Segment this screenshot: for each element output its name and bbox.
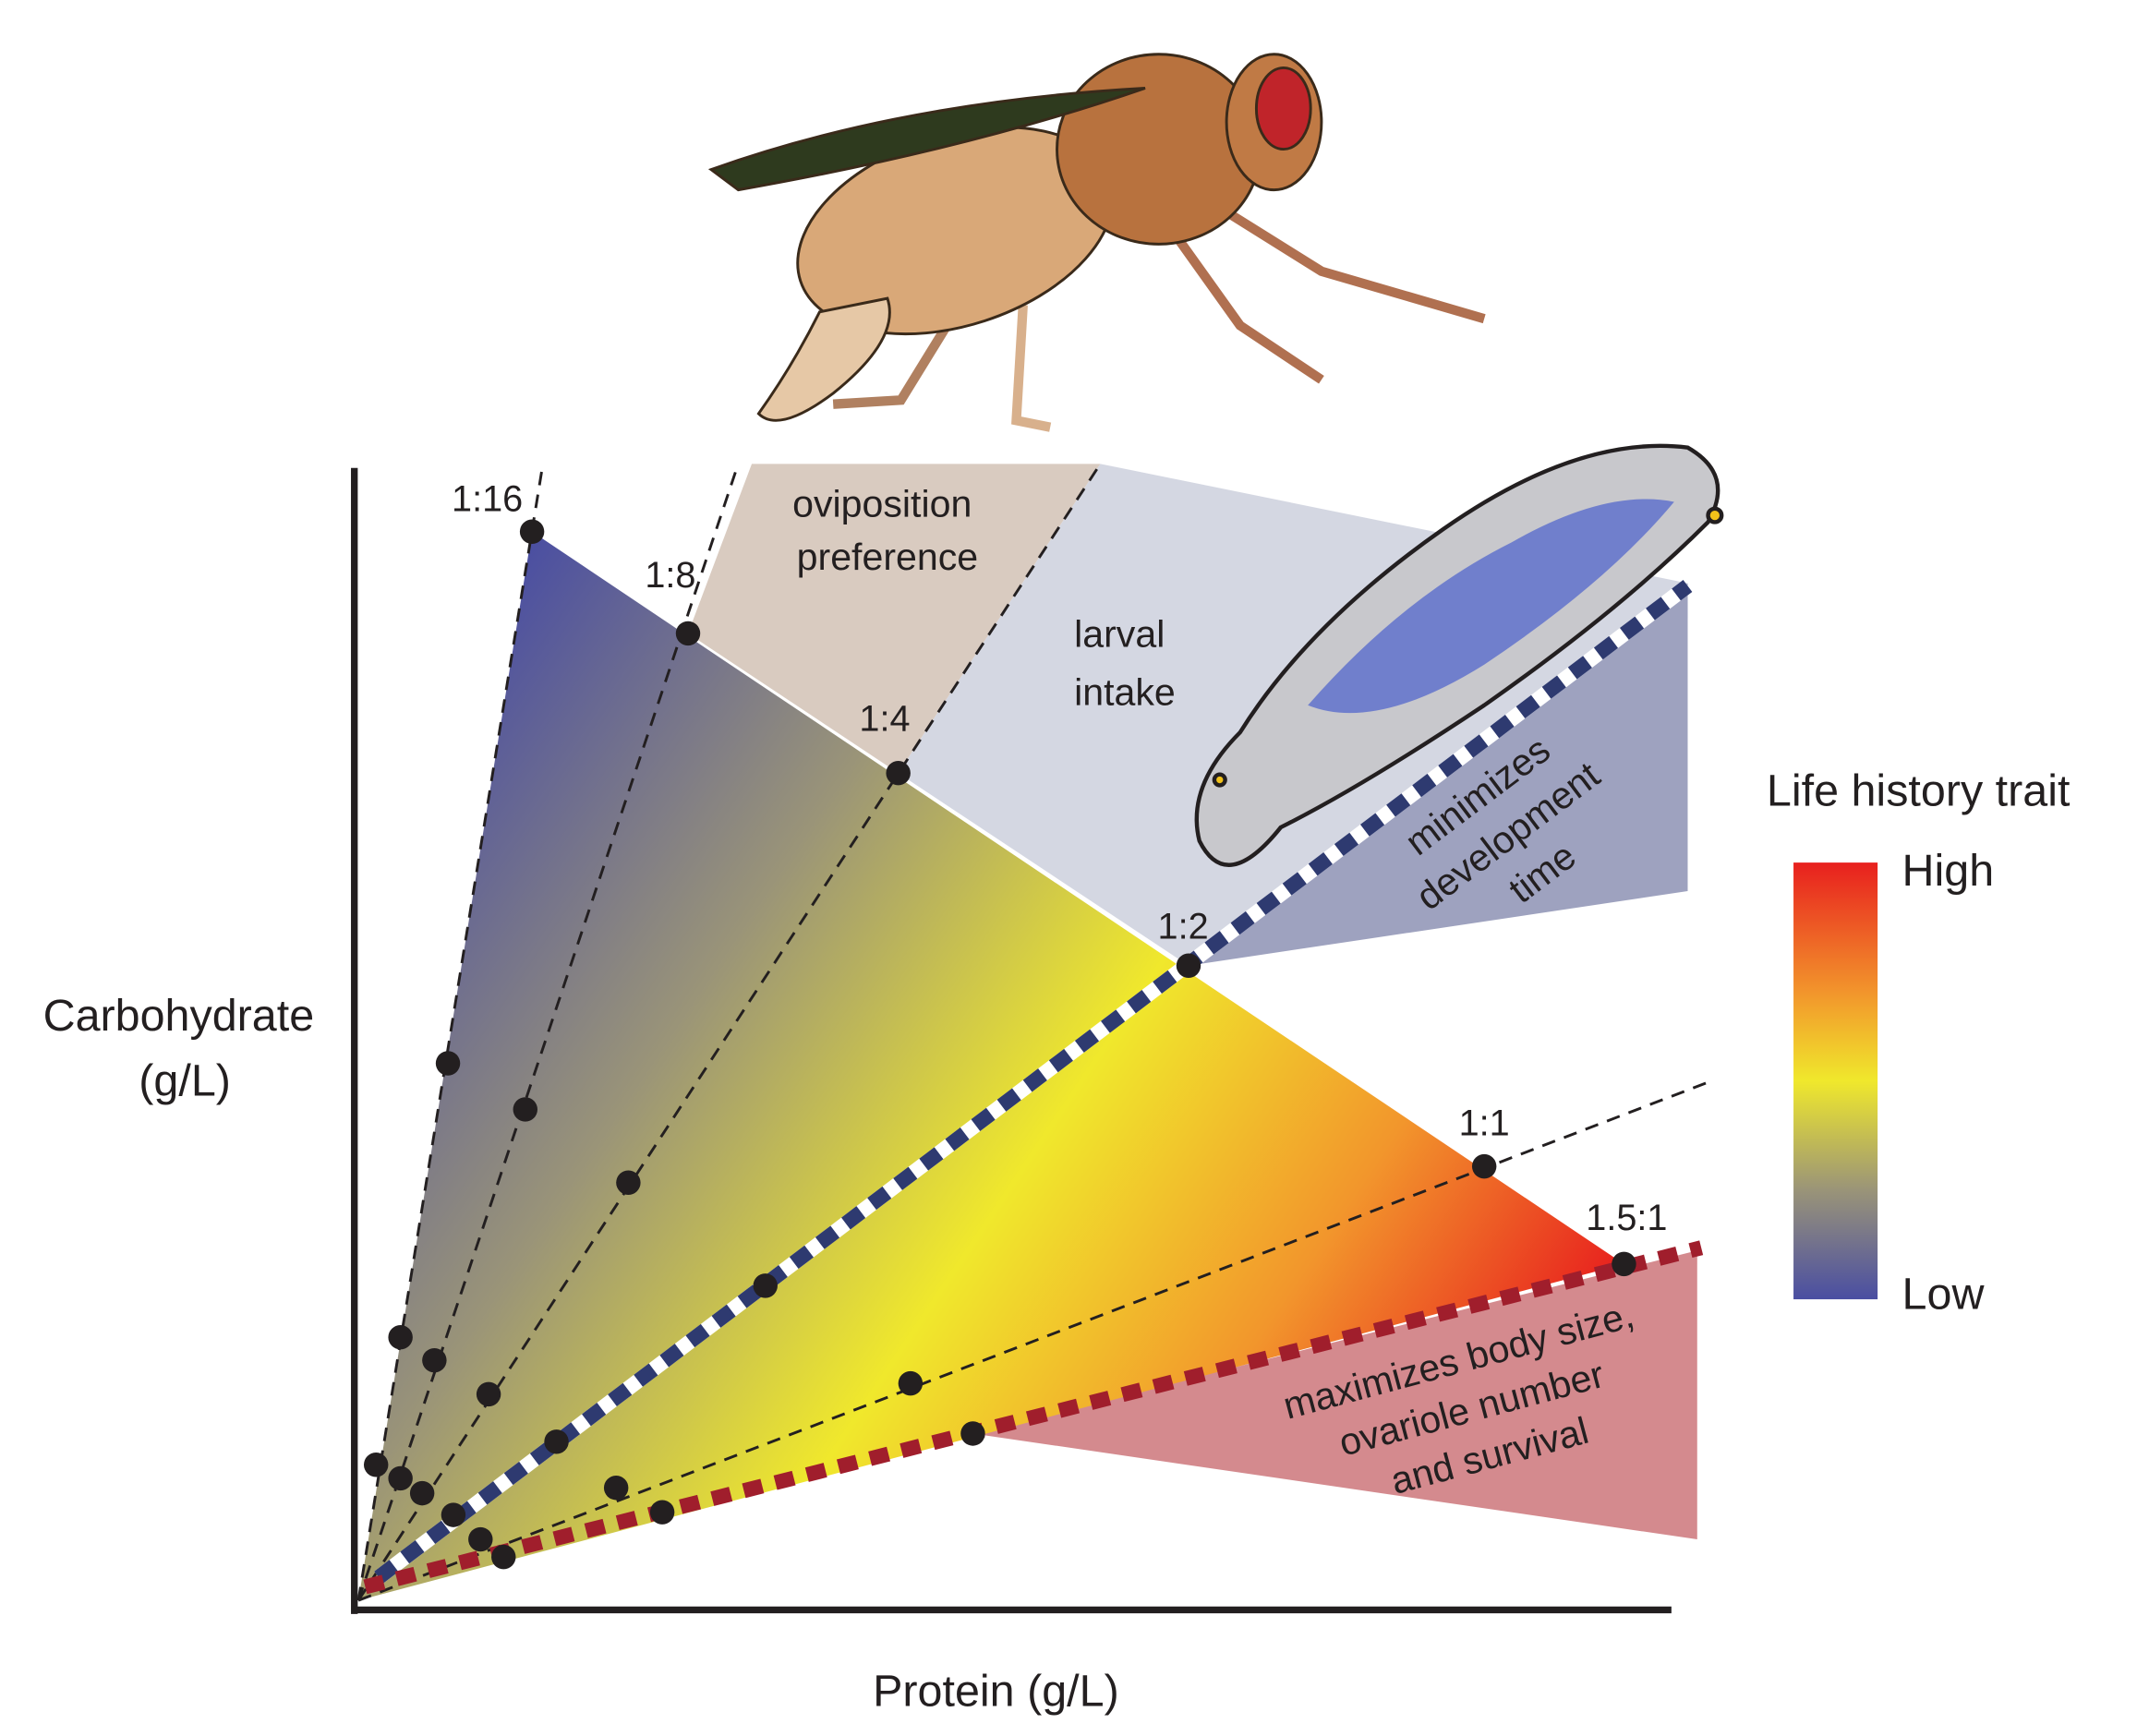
text-line: larval — [1074, 613, 1165, 656]
text-line: preference — [797, 536, 979, 578]
diet-points — [363, 519, 1636, 1570]
ratio-label: 1:4 — [859, 699, 910, 740]
ratio-label: 1.5:1 — [1586, 1198, 1667, 1238]
optimal-larval-line — [374, 580, 1693, 1584]
ratio-label: 1:16 — [452, 479, 523, 520]
legend-low: Low — [1902, 1269, 1986, 1319]
x-axis-label: Protein (g/L) — [873, 1667, 1119, 1717]
legend-title: Life history trait — [1767, 766, 2071, 815]
body-size-region — [972, 1250, 1697, 1540]
performance-fan — [358, 531, 1624, 1601]
region-label: oviposition preference — [792, 483, 983, 578]
oviposition-region — [688, 464, 1101, 774]
larva-illustration — [1194, 443, 1724, 867]
text-line: oviposition — [792, 483, 972, 525]
y-axis-label: Carbohydrate (g/L) — [43, 991, 327, 1105]
ratio-label: 1:1 — [1459, 1103, 1510, 1143]
legend-colorbar — [1793, 862, 1878, 1300]
ratio-label: 1:2 — [1158, 906, 1209, 946]
legend-high: High — [1902, 846, 1995, 896]
optimal-adult-line — [363, 1240, 1704, 1595]
text-line: (g/L) — [139, 1056, 231, 1106]
ratio-label: 1:8 — [645, 555, 695, 596]
text-line: Carbohydrate — [43, 991, 315, 1041]
text-line: intake — [1074, 671, 1176, 714]
region-label: larval intake — [1074, 613, 1176, 714]
fly-illustration — [707, 53, 1486, 432]
